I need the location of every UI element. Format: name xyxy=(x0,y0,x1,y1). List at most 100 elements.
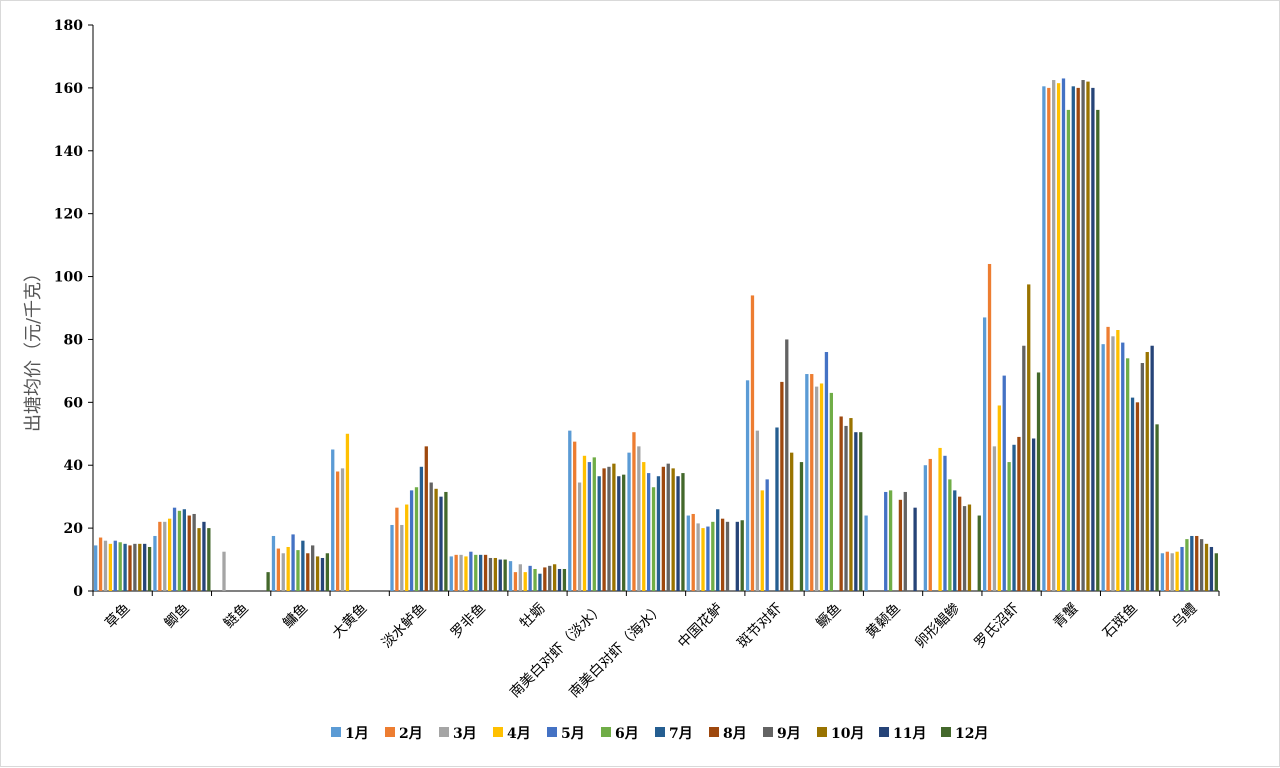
bar xyxy=(1071,86,1075,592)
bar xyxy=(967,504,972,591)
bar xyxy=(1012,444,1016,591)
category-label: 石斑鱼 xyxy=(1099,600,1141,642)
bar xyxy=(479,554,483,591)
bar xyxy=(1150,345,1154,591)
bar xyxy=(439,496,443,591)
bar xyxy=(562,568,567,591)
y-axis-title: 出塘均价（元/千克） xyxy=(23,264,44,432)
bar xyxy=(177,510,182,591)
legend-swatch xyxy=(817,727,827,737)
bar xyxy=(805,374,809,591)
category-label: 大黄鱼 xyxy=(329,600,371,642)
bar xyxy=(1007,462,1011,591)
bar xyxy=(503,559,507,591)
y-tick-label: 160 xyxy=(54,81,83,97)
bar xyxy=(686,515,690,591)
bar xyxy=(409,490,414,591)
bar xyxy=(1140,363,1145,591)
y-tick-label: 60 xyxy=(64,395,84,411)
bar xyxy=(163,521,167,591)
bar xyxy=(814,386,819,591)
bar xyxy=(207,528,211,591)
category-label: 青蟹 xyxy=(1051,601,1082,632)
bar xyxy=(508,561,513,591)
bar xyxy=(1022,345,1026,591)
category-label: 牡蛎 xyxy=(517,601,548,632)
bar xyxy=(523,572,527,591)
bar xyxy=(390,524,394,591)
bar xyxy=(1126,358,1130,591)
bar xyxy=(108,543,113,591)
legend-swatch xyxy=(763,727,773,737)
category-label: 罗非鱼 xyxy=(447,600,489,642)
bar xyxy=(903,491,907,591)
bar xyxy=(1116,330,1120,591)
bar xyxy=(1086,81,1090,591)
bar xyxy=(676,476,680,591)
bar xyxy=(982,317,987,591)
legend-label: 6月 xyxy=(615,726,639,742)
bar xyxy=(1096,109,1100,592)
category-label: 乌鳢 xyxy=(1169,601,1200,632)
bar xyxy=(113,540,117,591)
bar xyxy=(750,295,755,591)
bar xyxy=(474,554,478,591)
bar xyxy=(706,526,710,591)
bar xyxy=(1190,535,1194,591)
category-label: 鲫鱼 xyxy=(161,600,193,632)
bar xyxy=(276,548,281,591)
bar xyxy=(819,383,824,591)
category-label: 黄颡鱼 xyxy=(862,600,904,642)
bar xyxy=(1031,438,1036,591)
bar xyxy=(987,263,992,591)
legend-swatch xyxy=(941,727,951,737)
bar xyxy=(320,557,325,591)
bar xyxy=(552,564,557,591)
bar xyxy=(691,513,695,591)
bar xyxy=(602,468,606,591)
legend-swatch xyxy=(331,727,341,737)
bar xyxy=(859,432,863,591)
bar xyxy=(1091,87,1095,591)
bar xyxy=(434,488,438,591)
y-tick-label: 20 xyxy=(64,521,84,537)
bar xyxy=(953,490,957,591)
bar xyxy=(696,523,700,591)
bar xyxy=(1042,86,1046,592)
legend-swatch xyxy=(879,727,889,737)
legend: 1月 2月 3月 4月 5月 6月 7月 8月 9月 10月 11月 12月 xyxy=(331,726,988,742)
bar xyxy=(153,535,157,591)
bar xyxy=(296,550,300,591)
bar xyxy=(651,487,656,591)
bar xyxy=(419,466,424,591)
bar xyxy=(656,476,661,591)
legend-swatch xyxy=(655,727,665,737)
legend-label: 2月 xyxy=(399,726,423,742)
bar xyxy=(94,545,98,591)
bar xyxy=(172,507,177,591)
bar xyxy=(592,457,596,591)
bar xyxy=(1081,80,1085,592)
legend-label: 9月 xyxy=(777,726,801,742)
y-tick-label: 180 xyxy=(54,18,83,34)
bar xyxy=(1052,80,1056,592)
bar xyxy=(1185,539,1189,591)
bar xyxy=(1066,109,1071,592)
bar xyxy=(992,446,997,591)
bar xyxy=(573,441,577,591)
bar xyxy=(1036,372,1041,591)
y-tick-label: 0 xyxy=(73,584,83,600)
bar xyxy=(775,427,779,591)
bar xyxy=(493,557,498,591)
bar xyxy=(1076,87,1080,591)
bar xyxy=(1209,546,1214,591)
legend-label: 3月 xyxy=(453,726,477,742)
bar xyxy=(405,504,409,591)
bar xyxy=(464,556,468,591)
bar xyxy=(1204,543,1209,591)
category-label: 中国花鲈 xyxy=(675,601,726,652)
bar xyxy=(829,392,833,591)
bar xyxy=(755,430,760,591)
